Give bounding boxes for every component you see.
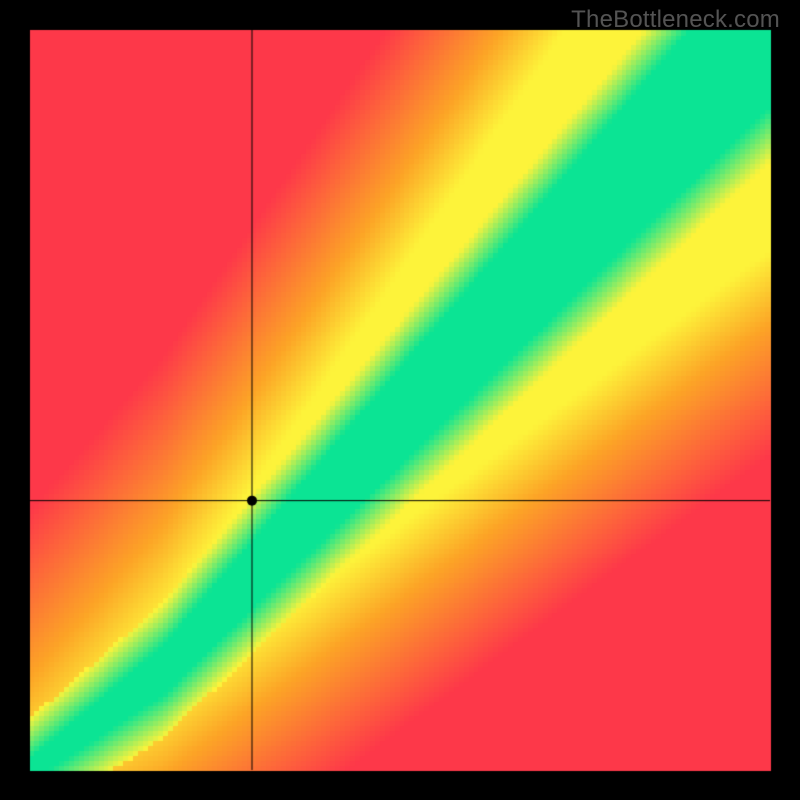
heatmap-canvas	[0, 0, 800, 800]
chart-container: TheBottleneck.com	[0, 0, 800, 800]
watermark-text: TheBottleneck.com	[571, 6, 780, 34]
